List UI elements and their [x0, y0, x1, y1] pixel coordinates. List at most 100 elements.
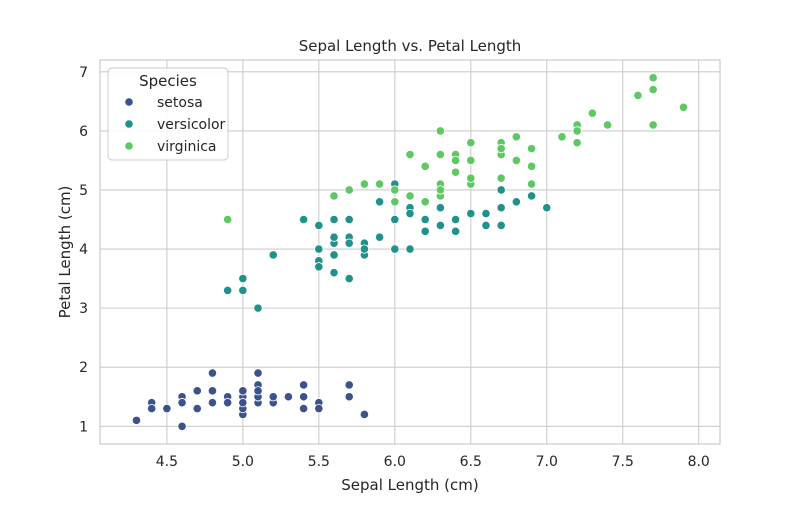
- data-point-setosa: [162, 403, 172, 414]
- data-point-setosa: [268, 392, 278, 402]
- data-point-versicolor: [496, 185, 506, 195]
- y-tick-label: 7: [79, 65, 88, 81]
- data-point-virginica: [435, 126, 445, 136]
- data-point-setosa: [253, 368, 263, 378]
- x-tick-label: 5.5: [308, 454, 330, 470]
- x-tick-label: 4.5: [156, 454, 178, 470]
- data-point-setosa: [299, 380, 309, 390]
- x-tick-label: 7.0: [536, 454, 558, 470]
- data-point-virginica: [557, 132, 567, 142]
- data-point-virginica: [526, 144, 537, 154]
- y-axis-label: Petal Length (cm): [56, 186, 74, 319]
- data-point-virginica: [496, 144, 506, 154]
- y-tick-label: 5: [79, 183, 88, 199]
- data-point-virginica: [526, 161, 537, 171]
- y-tick-label: 2: [79, 360, 88, 376]
- data-point-versicolor: [268, 250, 278, 260]
- x-tick-label: 6.5: [460, 454, 482, 470]
- data-point-versicolor: [223, 285, 233, 295]
- data-point-virginica: [466, 138, 476, 148]
- data-point-setosa: [253, 386, 263, 396]
- data-point-virginica: [572, 126, 582, 136]
- data-point-versicolor: [253, 303, 263, 313]
- data-point-virginica: [587, 108, 597, 118]
- data-point-versicolor: [511, 197, 521, 207]
- data-point-setosa: [207, 398, 218, 408]
- data-point-setosa: [238, 398, 248, 408]
- x-tick-label: 7.5: [612, 454, 634, 470]
- plot-area-frame: [99, 59, 721, 445]
- data-point-versicolor: [405, 209, 415, 219]
- data-point-versicolor: [496, 220, 506, 231]
- data-point-versicolor: [314, 220, 324, 231]
- data-point-versicolor: [344, 214, 354, 225]
- data-point-setosa: [238, 386, 248, 396]
- data-point-versicolor: [481, 209, 491, 219]
- data-point-virginica: [420, 197, 430, 207]
- data-point-versicolor: [359, 244, 370, 254]
- data-point-setosa: [344, 392, 354, 402]
- data-point-versicolor: [329, 268, 339, 278]
- y-tick-label: 1: [79, 419, 88, 435]
- data-point-versicolor: [375, 232, 385, 242]
- legend: Species setosa versicolor virginica: [107, 67, 229, 161]
- data-point-versicolor: [420, 214, 430, 225]
- data-point-virginica: [223, 214, 233, 225]
- data-point-versicolor: [390, 214, 400, 225]
- chart-title: Sepal Length vs. Petal Length: [299, 37, 522, 55]
- data-point-virginica: [405, 191, 415, 201]
- legend-label-setosa: setosa: [157, 95, 203, 111]
- data-point-versicolor: [329, 214, 339, 225]
- data-point-setosa: [299, 392, 309, 402]
- data-point-virginica: [420, 161, 430, 171]
- data-point-virginica: [375, 179, 385, 189]
- data-point-virginica: [648, 73, 658, 83]
- data-point-virginica: [633, 90, 643, 101]
- data-point-setosa: [207, 368, 218, 378]
- data-point-setosa: [344, 380, 354, 390]
- data-point-virginica: [466, 155, 476, 166]
- legend-label-versicolor: versicolor: [157, 117, 226, 133]
- data-point-versicolor: [526, 191, 537, 201]
- data-point-setosa: [177, 421, 187, 431]
- data-point-versicolor: [344, 238, 354, 248]
- data-point-versicolor: [344, 273, 354, 284]
- legend-marker-versicolor: [124, 119, 134, 129]
- data-point-setosa: [177, 398, 187, 408]
- data-point-setosa: [299, 403, 309, 414]
- data-point-virginica: [648, 120, 658, 130]
- data-point-virginica: [435, 185, 445, 195]
- legend-title: Species: [139, 72, 197, 90]
- data-point-versicolor: [329, 250, 339, 260]
- x-tick-label: 5.0: [232, 454, 254, 470]
- data-point-versicolor: [420, 226, 430, 236]
- legend-marker-virginica: [124, 141, 134, 151]
- data-point-virginica: [511, 132, 521, 142]
- x-axis-ticks: 4.5 5.0 5.5 6.0 6.5 7.0 7.5 8.0: [156, 454, 710, 470]
- data-point-virginica: [359, 179, 370, 189]
- data-point-versicolor: [375, 197, 385, 207]
- data-point-setosa: [207, 386, 218, 396]
- data-point-virginica: [648, 84, 658, 95]
- data-point-versicolor: [314, 262, 324, 272]
- data-point-setosa: [283, 392, 294, 402]
- data-point-setosa: [314, 403, 324, 414]
- data-point-versicolor: [435, 203, 445, 213]
- data-point-virginica: [526, 179, 537, 189]
- data-point-versicolor: [450, 226, 461, 236]
- data-point-versicolor: [299, 214, 309, 225]
- data-point-virginica: [405, 149, 415, 160]
- data-point-setosa: [147, 403, 157, 414]
- data-point-versicolor: [466, 209, 476, 219]
- x-axis-label: Sepal Length (cm): [341, 476, 478, 494]
- data-point-versicolor: [542, 203, 552, 213]
- data-point-versicolor: [450, 214, 461, 225]
- data-point-virginica: [390, 197, 400, 207]
- data-point-versicolor: [238, 285, 248, 295]
- legend-marker-setosa: [124, 97, 134, 107]
- data-point-virginica: [496, 173, 506, 183]
- y-tick-label: 4: [79, 242, 88, 258]
- grid-lines: [100, 60, 720, 444]
- data-point-setosa: [131, 415, 142, 425]
